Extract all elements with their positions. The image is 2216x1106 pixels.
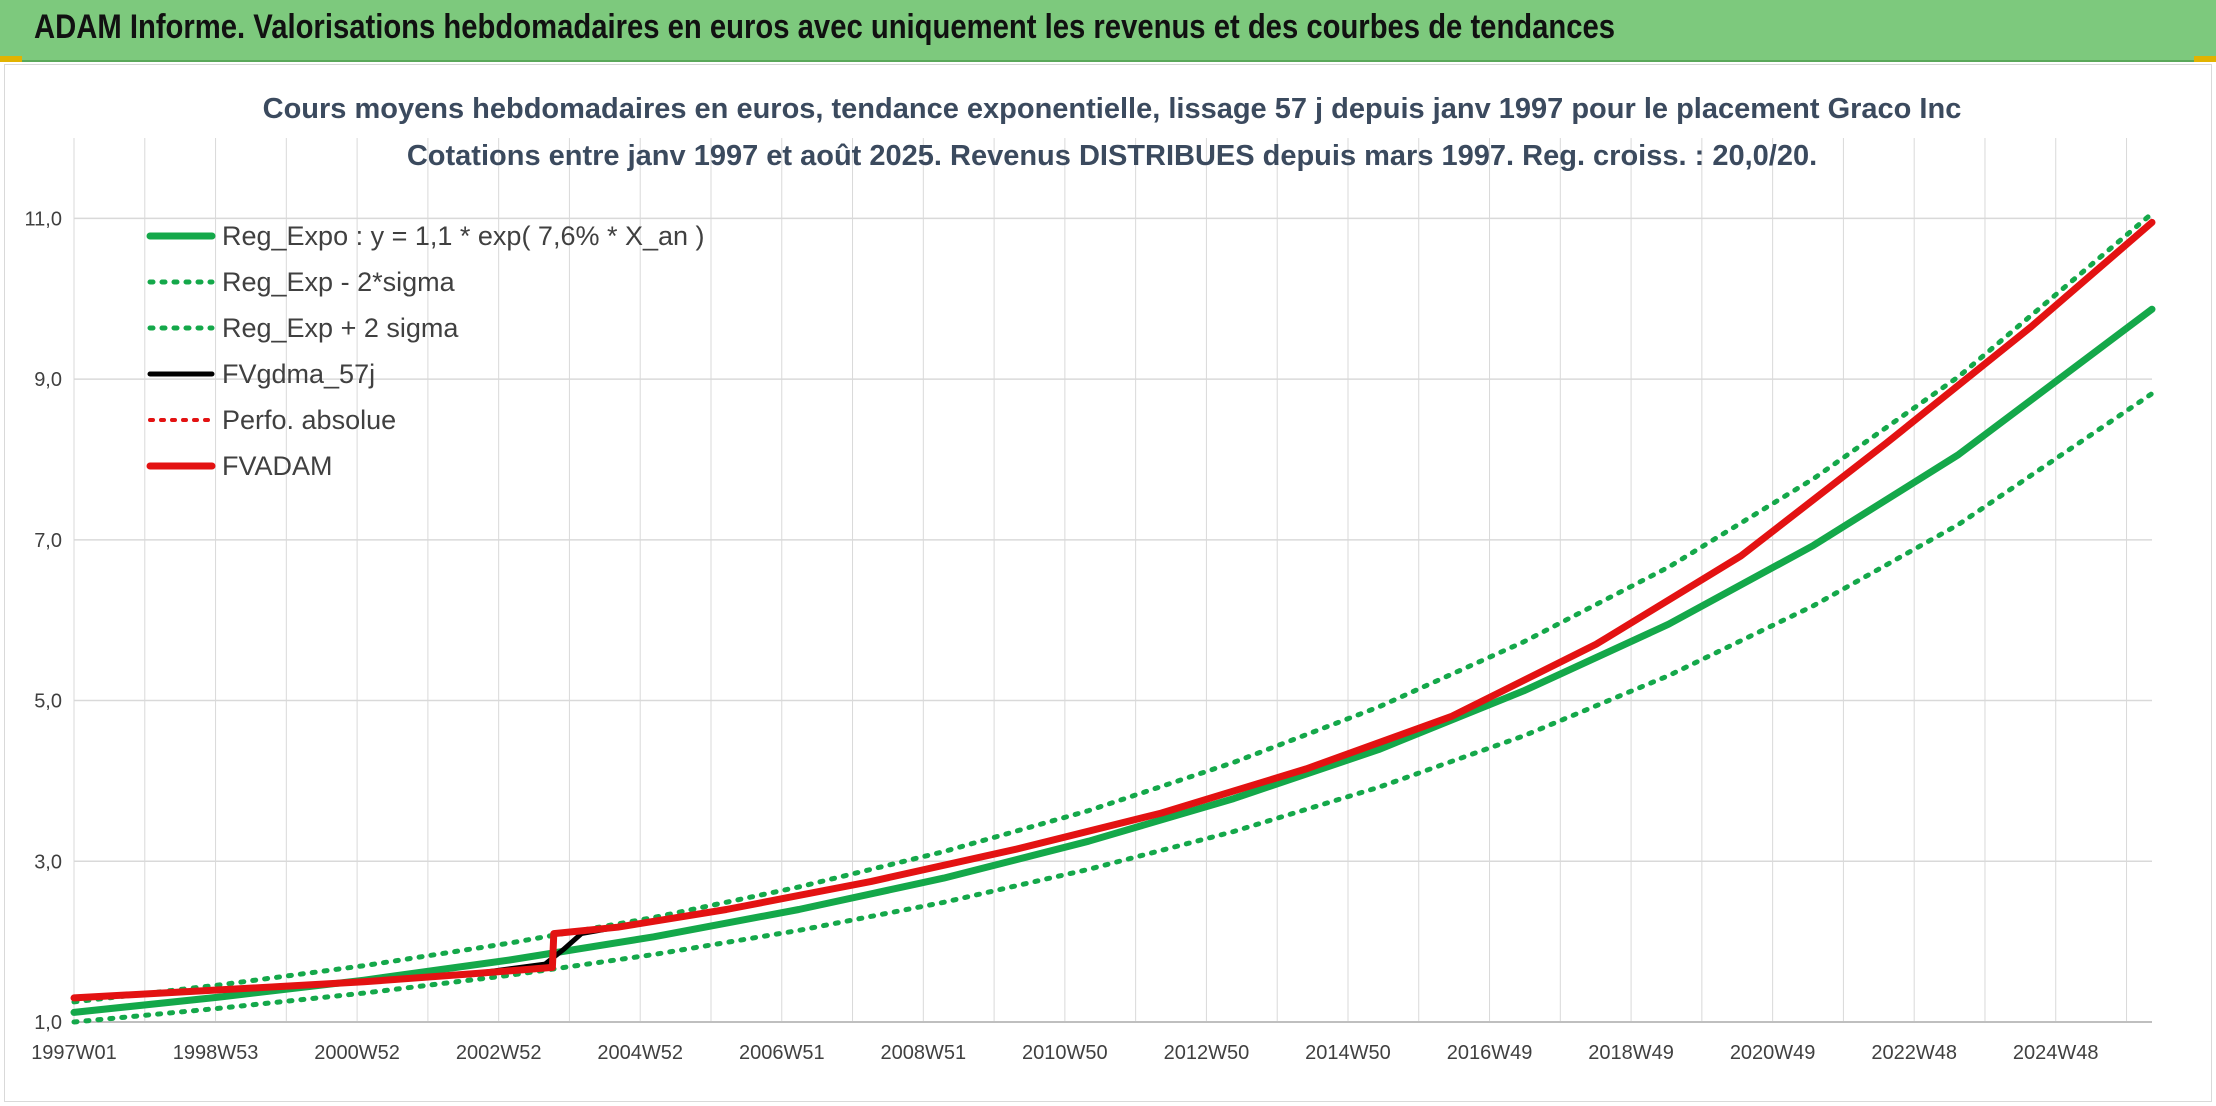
x-tick-label: 2004W52 xyxy=(597,1042,683,1064)
page-title: ADAM Informe. Valorisations hebdomadaire… xyxy=(34,8,1616,46)
chart-title: Cours moyens hebdomadaires en euros, ten… xyxy=(263,93,1962,125)
y-tick-label: 3,0 xyxy=(34,851,62,873)
x-tick-label: 2014W50 xyxy=(1305,1042,1391,1064)
legend-label: Reg_Exp - 2*sigma xyxy=(222,267,456,297)
series-line-fvadam xyxy=(70,218,2156,1002)
series-line-reg-exp-2-sigma xyxy=(71,211,2155,1005)
series-lines xyxy=(70,211,2156,1025)
x-tick-label: 2012W50 xyxy=(1164,1042,1250,1064)
x-tick-label: 2020W49 xyxy=(1730,1042,1816,1064)
x-tick-label: 2018W49 xyxy=(1588,1042,1674,1064)
series-line-reg-exp-2-sigma xyxy=(71,391,2155,1025)
x-tick-label: 1997W01 xyxy=(31,1042,117,1064)
x-axis-ticks: 1997W01 1998W53 2000W52 2002W52 2004W52 2006W… xyxy=(31,1042,2098,1064)
x-tick-label: 2006W51 xyxy=(739,1042,825,1064)
legend-label: FVADAM xyxy=(222,451,333,481)
y-tick-label: 5,0 xyxy=(34,691,62,713)
y-tick-label: 7,0 xyxy=(34,530,62,552)
chart-frame xyxy=(4,64,2212,1102)
y-axis-ticks: 1,0 3,0 5,0 7,0 9,0 11,0 xyxy=(25,208,62,1034)
legend-label: Reg_Exp + 2 sigma xyxy=(222,313,459,343)
title-banner: ADAM Informe. Valorisations hebdomadaire… xyxy=(0,0,2216,62)
chart-subtitle: Cotations entre janv 1997 et août 2025. … xyxy=(407,140,1817,172)
y-tick-label: 1,0 xyxy=(34,1012,62,1034)
legend-label: FVgdma_57j xyxy=(222,359,375,389)
corner-marker-left xyxy=(0,56,22,62)
x-tick-label: 2010W50 xyxy=(1022,1042,1108,1064)
corner-marker-right xyxy=(2194,56,2216,62)
x-tick-label: 2016W49 xyxy=(1447,1042,1533,1064)
legend-label: Perfo. absolue xyxy=(222,405,396,435)
legend-label: Reg_Expo : y = 1,1 * exp( 7,6% * X_an ) xyxy=(222,221,705,251)
x-tick-label: 2008W51 xyxy=(881,1042,967,1064)
legend: Reg_Expo : y = 1,1 * exp( 7,6% * X_an ) R… xyxy=(146,221,705,481)
x-tick-label: 2024W48 xyxy=(2013,1042,2099,1064)
y-tick-label: 9,0 xyxy=(34,369,62,391)
x-tick-label: 2022W48 xyxy=(1871,1042,1957,1064)
x-tick-label: 2002W52 xyxy=(456,1042,542,1064)
x-tick-label: 1998W53 xyxy=(173,1042,259,1064)
y-tick-label: 11,0 xyxy=(25,208,62,230)
series-line-reg-expo-y-1-1-exp-7-6-x-an xyxy=(70,305,2156,1016)
x-tick-label: 2000W52 xyxy=(314,1042,400,1064)
